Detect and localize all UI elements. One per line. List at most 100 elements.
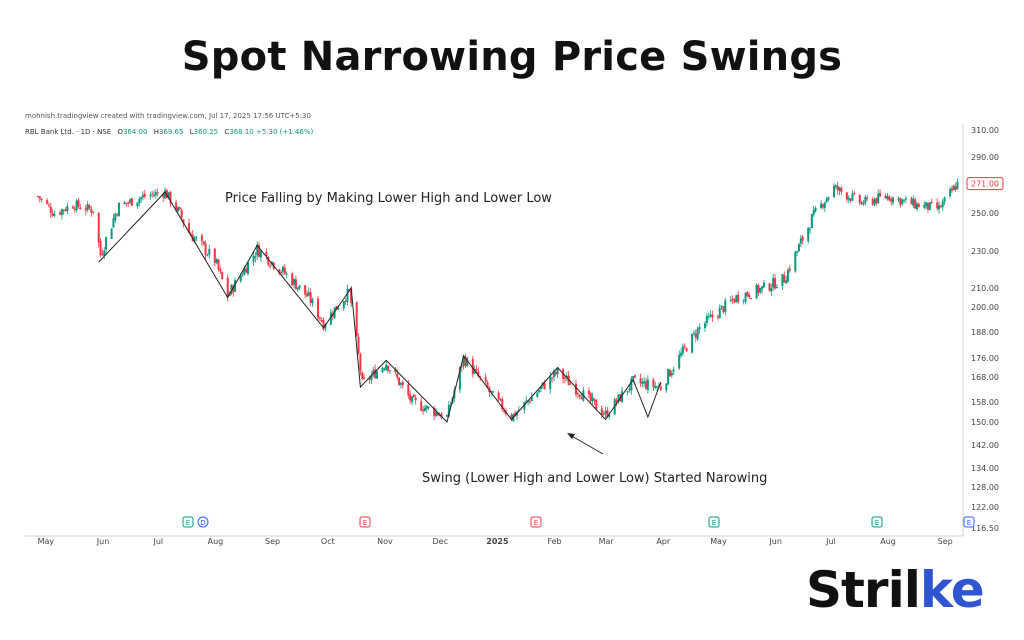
candle-body <box>370 375 373 381</box>
y-tick-label: 176.00 <box>971 354 999 363</box>
candle-body <box>834 185 837 188</box>
candle-body <box>322 320 325 330</box>
candle-body <box>258 245 261 257</box>
candle-body <box>215 259 218 263</box>
y-tick-label: 150.00 <box>971 418 999 427</box>
candle-body <box>267 256 270 265</box>
candle-body <box>554 372 557 375</box>
candle-body <box>460 365 463 368</box>
candle-body <box>141 195 144 198</box>
candle-body <box>926 203 929 210</box>
candle-body <box>200 235 203 242</box>
x-tick-label: Jun <box>96 537 110 546</box>
candle-body <box>486 382 489 389</box>
y-tick-label: 158.00 <box>971 398 999 407</box>
candle-body <box>853 193 856 195</box>
candle-body <box>51 212 54 216</box>
y-tick-label: 230.00 <box>971 247 999 256</box>
candle-body <box>387 365 390 371</box>
candle-body <box>75 200 78 211</box>
candle-body <box>943 197 946 202</box>
candle-body <box>92 211 95 213</box>
candle-body <box>234 280 237 292</box>
candle-body <box>53 214 56 216</box>
event-marker-label: E <box>967 519 971 527</box>
x-tick-label: Jul <box>152 537 163 546</box>
y-tick-label: 142.00 <box>971 441 999 450</box>
candle-body <box>774 278 777 289</box>
candle-body <box>705 315 708 323</box>
candle-body <box>458 367 461 390</box>
candle-body <box>668 370 671 377</box>
candle-body <box>899 197 902 205</box>
candle-body <box>381 367 384 373</box>
x-tick-label: Jul <box>825 537 836 546</box>
annotation-narrowing: Swing (Lower High and Lower Low) Started… <box>422 471 767 486</box>
candle-body <box>307 292 310 296</box>
candle-body <box>910 198 913 205</box>
candle-body <box>188 223 191 233</box>
candle-body <box>670 372 673 376</box>
candle-body <box>615 400 618 403</box>
candle-body <box>652 379 655 387</box>
candle-body <box>871 198 874 205</box>
x-tick-label: May <box>38 537 55 546</box>
candle-body <box>296 287 299 290</box>
swing-trendline <box>98 191 662 423</box>
y-tick-label: 310.00 <box>971 126 999 135</box>
open-key: O <box>117 128 123 136</box>
low-value: 360.25 <box>193 128 219 136</box>
candle-body <box>759 287 762 293</box>
candle-body <box>873 199 876 206</box>
candle-body <box>396 373 399 378</box>
candle-body <box>923 204 926 209</box>
candle-body <box>36 196 39 198</box>
candle-body <box>359 353 362 371</box>
candle-body <box>567 375 570 386</box>
event-marker-label: E <box>712 519 716 527</box>
candle-body <box>64 209 67 211</box>
chart-frame[interactable]: 310.00290.00270.00250.00230.00210.00200.… <box>25 110 1005 550</box>
candle-body <box>587 390 590 395</box>
candle-body <box>746 291 749 296</box>
candle-body <box>914 199 917 209</box>
candle-body <box>110 228 113 239</box>
candle-body <box>810 214 813 229</box>
candle-body <box>833 185 836 198</box>
candle-body <box>309 292 312 303</box>
candle-body <box>709 314 712 317</box>
candle-body <box>633 375 636 378</box>
candle-body <box>60 209 63 215</box>
x-tick-label: Sep <box>265 537 280 546</box>
change-value: +5.30 (+1.46%) <box>255 128 314 136</box>
candle-body <box>475 368 478 371</box>
candle-body <box>363 377 366 379</box>
candle-body <box>632 376 635 379</box>
candle-body <box>337 308 340 310</box>
candle-body <box>645 381 648 389</box>
candle-body <box>117 202 120 217</box>
candle-body <box>311 299 314 304</box>
candle-body <box>639 378 642 384</box>
candle-body <box>226 277 229 298</box>
candle-body <box>436 412 439 416</box>
candle-body <box>154 192 157 196</box>
candle-body <box>797 244 800 252</box>
candle-body <box>770 288 773 292</box>
candle-body <box>410 396 413 402</box>
candle-body <box>298 285 301 288</box>
x-tick-label: Feb <box>547 537 561 546</box>
candle-body <box>823 202 826 209</box>
candle-body <box>809 229 812 231</box>
candlestick-chart[interactable]: 310.00290.00270.00250.00230.00210.00200.… <box>25 110 1005 550</box>
candle-body <box>420 401 423 411</box>
candle-body <box>401 381 404 386</box>
candle-body <box>781 274 784 287</box>
candle-body <box>731 298 734 300</box>
candle-body <box>294 279 297 289</box>
candle-body <box>821 204 824 208</box>
candle-body <box>681 346 684 354</box>
candle-body <box>245 268 248 273</box>
candle-body <box>692 332 695 334</box>
candle-body <box>462 355 465 366</box>
